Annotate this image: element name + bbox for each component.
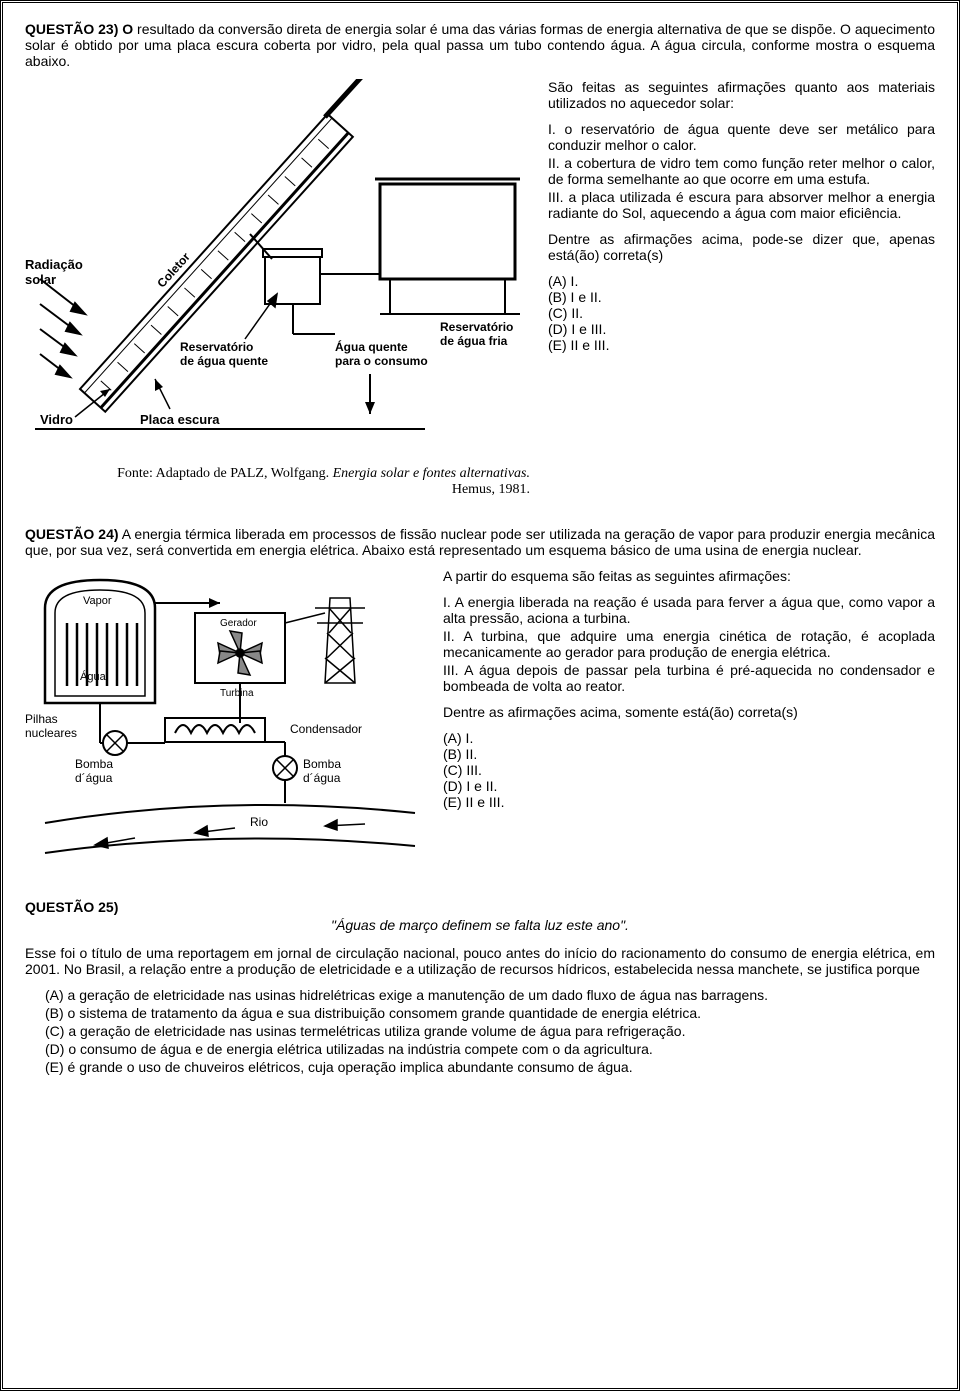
page-frame: QUESTÃO 23) O resultado da conversão dir… (0, 0, 960, 1391)
q23-opt-c: (C) II. (548, 305, 935, 321)
q23-opt-a: (A) I. (548, 273, 935, 289)
q23-text-col: São feitas as seguintes afirmações quant… (548, 79, 935, 353)
q23-intro-text: resultado da conversão direta de energia… (25, 21, 935, 69)
q23-prompt: Dentre as afirmações acima, pode-se dize… (548, 231, 935, 263)
q23-options: (A) I. (B) I e II. (C) II. (D) I e III. … (548, 273, 935, 353)
question-24: QUESTÃO 24) A energia térmica liberada e… (25, 526, 935, 871)
q25-opt-d: (D) o consumo de água e de energia elétr… (45, 1041, 935, 1057)
q25-header: QUESTÃO 25) (25, 899, 118, 915)
svg-text:Reservatório: Reservatório (180, 340, 253, 354)
svg-text:Vapor: Vapor (83, 595, 112, 607)
svg-text:Placa escura: Placa escura (140, 412, 220, 427)
svg-text:d´água: d´água (75, 771, 113, 785)
q24-opt-d: (D) I e II. (443, 778, 935, 794)
q23-caption-1: Fonte: Adaptado de PALZ, Wolfgang. (117, 466, 332, 481)
q23-header: QUESTÃO 23) O (25, 21, 133, 37)
q24-stmt3: III. A água depois de passar pela turbin… (443, 662, 935, 694)
q23-columns: Coletor Radiação solar (25, 79, 935, 498)
svg-text:nucleares: nucleares (25, 726, 77, 740)
q25-options: (A) a geração de eletricidade nas usinas… (25, 987, 935, 1075)
svg-text:Água quente: Água quente (335, 339, 408, 354)
svg-text:solar: solar (25, 272, 56, 287)
svg-text:de água quente: de água quente (180, 354, 268, 368)
svg-text:d´água: d´água (303, 771, 341, 785)
q23-opt-b: (B) I e II. (548, 289, 935, 305)
question-23: QUESTÃO 23) O resultado da conversão dir… (25, 21, 935, 498)
q23-caption: Fonte: Adaptado de PALZ, Wolfgang. Energ… (25, 466, 530, 498)
q24-opt-e: (E) II e III. (443, 794, 935, 810)
q23-opt-e: (E) II e III. (548, 337, 935, 353)
q24-stmt2: II. A turbina, que adquire uma energia c… (443, 628, 935, 660)
q25-opt-a: (A) a geração de eletricidade nas usinas… (45, 987, 935, 1003)
q24-header: QUESTÃO 24) (25, 526, 119, 542)
q24-columns: Vapor Água Pilhas nucleares (25, 568, 935, 871)
svg-text:Bomba: Bomba (303, 757, 341, 771)
q25-opt-e: (E) é grande o uso de chuveiros elétrico… (45, 1059, 935, 1075)
svg-text:Radiação: Radiação (25, 257, 83, 272)
q24-opt-a: (A) I. (443, 730, 935, 746)
question-25: QUESTÃO 25) "Águas de março definem se f… (25, 899, 935, 1075)
q23-stmt-lead: São feitas as seguintes afirmações quant… (548, 79, 935, 111)
q23-caption-italic: Energia solar e fontes alternativas. (333, 466, 530, 481)
q24-options: (A) I. (B) II. (C) III. (D) I e II. (E) … (443, 730, 935, 810)
nuclear-plant-diagram: Vapor Água Pilhas nucleares (25, 568, 425, 868)
svg-text:Pilhas: Pilhas (25, 712, 58, 726)
svg-text:Rio: Rio (250, 815, 268, 829)
q25-opt-b: (B) o sistema de tratamento da água e su… (45, 1005, 935, 1021)
q24-text-col: A partir do esquema são feitas as seguin… (443, 568, 935, 810)
svg-text:Gerador: Gerador (220, 618, 257, 629)
q23-caption-2: Hemus, 1981. (452, 482, 530, 497)
svg-text:Condensador: Condensador (290, 722, 362, 736)
q23-figure-col: Coletor Radiação solar (25, 79, 530, 498)
q25-header-row: QUESTÃO 25) (25, 899, 935, 915)
q23-figure: Coletor Radiação solar (25, 79, 530, 462)
svg-text:Bomba: Bomba (75, 757, 113, 771)
q24-stmt-lead: A partir do esquema são feitas as seguin… (443, 568, 935, 584)
q25-opt-c: (C) a geração de eletricidade nas usinas… (45, 1023, 935, 1039)
q24-intro-text: A energia térmica liberada em processos … (25, 526, 935, 558)
q23-intro: QUESTÃO 23) O resultado da conversão dir… (25, 21, 935, 69)
q25-quote: "Águas de março definem se falta luz est… (25, 917, 935, 933)
svg-text:Vidro: Vidro (40, 412, 73, 427)
q25-intro: Esse foi o título de uma reportagem em j… (25, 945, 935, 977)
q24-stmt1: I. A energia liberada na reação é usada … (443, 594, 935, 626)
q23-stmt2: II. a cobertura de vidro tem como função… (548, 155, 935, 187)
svg-text:Turbina: Turbina (220, 688, 254, 699)
svg-text:de água fria: de água fria (440, 334, 508, 348)
q24-prompt: Dentre as afirmações acima, somente está… (443, 704, 935, 720)
q23-opt-d: (D) I e III. (548, 321, 935, 337)
q23-stmt3: III. a placa utilizada é escura para abs… (548, 189, 935, 221)
q23-stmt1: I. o reservatório de água quente deve se… (548, 121, 935, 153)
svg-text:Reservatório: Reservatório (440, 320, 513, 334)
q24-intro: QUESTÃO 24) A energia térmica liberada e… (25, 526, 935, 558)
q24-opt-b: (B) II. (443, 746, 935, 762)
q24-opt-c: (C) III. (443, 762, 935, 778)
solar-heater-diagram: Coletor Radiação solar (25, 79, 530, 459)
q24-figure-col: Vapor Água Pilhas nucleares (25, 568, 425, 871)
svg-text:para o consumo: para o consumo (335, 354, 428, 368)
svg-text:Água: Água (80, 670, 107, 683)
